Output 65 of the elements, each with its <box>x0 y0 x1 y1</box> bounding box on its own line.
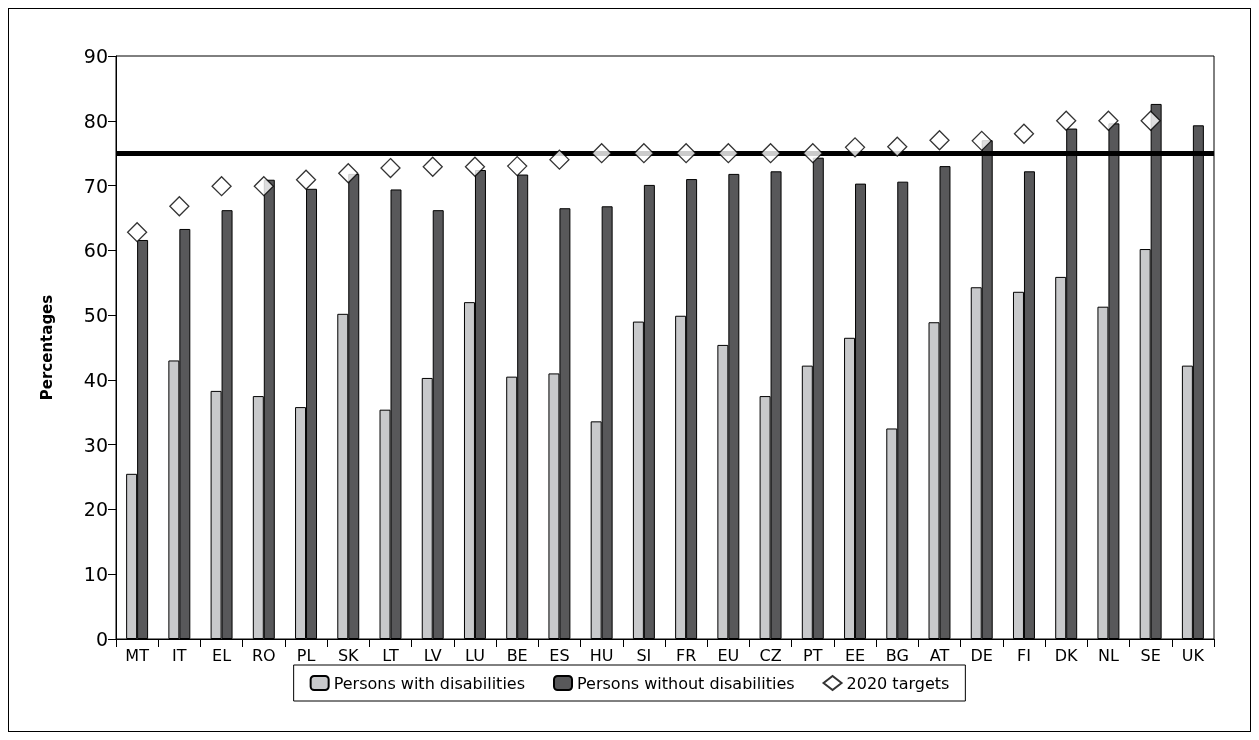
x-tick-label: SK <box>337 645 360 665</box>
x-tick-label: EL <box>212 645 232 665</box>
point <box>844 137 866 158</box>
point <box>295 169 317 190</box>
legend-label: 2020 targets <box>846 673 950 693</box>
y-axis-title: Percentages <box>37 294 56 401</box>
x-tick-label: CZ <box>759 645 782 665</box>
y-tick-label: 20 <box>83 498 108 521</box>
point <box>507 155 528 177</box>
x-tick-label: SE <box>1140 645 1161 665</box>
x-tick-label: RO <box>251 645 276 665</box>
point <box>971 130 992 152</box>
point <box>253 176 274 197</box>
point <box>464 156 486 177</box>
x-tick-label: LV <box>423 645 442 665</box>
x-tick-label: IT <box>172 645 187 665</box>
point <box>549 149 570 170</box>
point <box>1140 110 1161 131</box>
x-tick-label: EE <box>844 645 866 665</box>
x-tick-label: MT <box>125 645 150 665</box>
point <box>126 222 148 243</box>
point <box>760 143 781 164</box>
point <box>591 143 612 164</box>
x-tick-label: DK <box>1054 645 1079 665</box>
y-tick-label: 30 <box>83 433 108 456</box>
point <box>718 143 739 164</box>
point <box>802 143 823 164</box>
x-tick-label: PL <box>296 645 316 665</box>
point <box>929 130 950 151</box>
point <box>675 143 697 164</box>
x-tick-label: PT <box>803 645 823 665</box>
point <box>380 157 401 179</box>
x-tick-label: ES <box>549 645 570 665</box>
x-tick-label: DE <box>970 645 993 665</box>
point <box>1098 110 1119 131</box>
x-tick-label: UK <box>1181 645 1205 665</box>
x-tick-label: HU <box>589 645 614 665</box>
y-tick-label: 60 <box>83 239 108 262</box>
x-tick-label: BE <box>506 645 528 665</box>
y-tick-label: 0 <box>95 628 108 650</box>
point <box>1013 123 1035 144</box>
x-tick-label: BG <box>885 645 909 665</box>
y-tick-label: 40 <box>83 368 108 391</box>
y-tick-label: 80 <box>83 109 108 132</box>
y-tick-label: 10 <box>83 563 108 586</box>
x-tick-label: NL <box>1097 645 1119 665</box>
x-tick-label: FR <box>675 645 697 665</box>
point <box>887 136 908 157</box>
x-tick-label: LU <box>465 645 485 665</box>
y-tick-label: 70 <box>83 174 108 197</box>
point <box>1056 110 1077 131</box>
legend-label: Persons without disabilities <box>577 673 795 693</box>
x-tick-label: AT <box>929 645 950 665</box>
y-tick-label: 50 <box>83 304 108 327</box>
legend-label: Persons with disabilities <box>333 673 526 693</box>
x-tick-label: FI <box>1017 645 1031 665</box>
point <box>633 143 655 164</box>
x-tick-label: SI <box>636 645 652 665</box>
x-tick-label: EU <box>717 645 740 665</box>
point <box>169 196 190 217</box>
point <box>338 163 359 184</box>
point <box>211 176 232 197</box>
y-tick-label: 90 <box>83 45 108 67</box>
point <box>422 156 443 177</box>
x-tick-label: LT <box>382 645 399 665</box>
